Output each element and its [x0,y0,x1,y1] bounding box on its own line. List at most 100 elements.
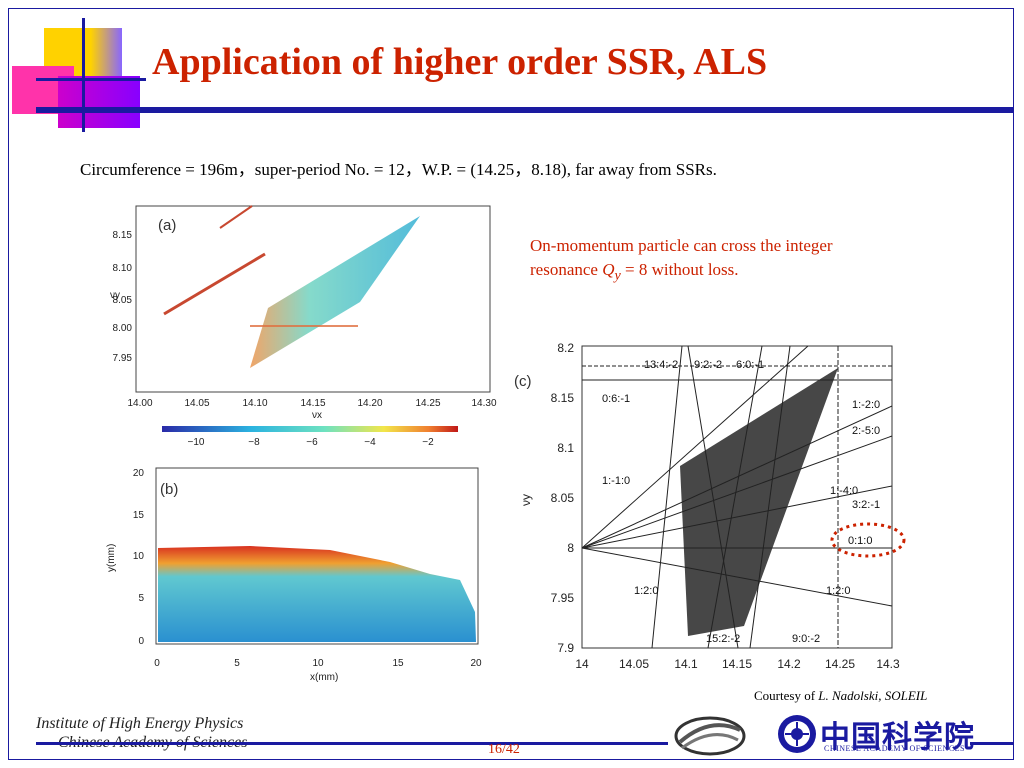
resonance-line [581,485,893,549]
res-label: 1:2:0 [826,585,850,597]
note-line2-post: = 8 without loss. [620,260,739,279]
y-tick-c: 7.9 [557,641,574,655]
ylabel-b: y(mm) [106,544,117,572]
y-tick-b: 15 [133,510,145,521]
res-label: 2:-5:0 [852,425,880,437]
x-tick-c: 14.05 [619,657,649,671]
footer-rule-right [970,742,1014,745]
y-tick-c: 8 [567,541,574,555]
panel-label-b: (b) [160,481,178,498]
institute-logo-text: Institute of High Energy Physics Chinese… [36,714,247,752]
res-label: 0:6:-1 [602,393,630,405]
resonance-lines-c [581,345,893,649]
res-label: 9:0:-2 [792,633,820,645]
chart-c: (c) 13:4:-2 9:2:-2 6:0:-1 0:6:-1 1:-2:0 … [514,341,906,671]
x-tick-c: 14.3 [876,657,900,671]
ylabel-c: νy [519,494,533,506]
resonance-line [749,345,791,649]
res-label: 6:0:-1 [736,359,764,371]
colorbar-ticks-a: −10 −8 −6 −4 −2 [188,437,435,448]
cas-chinese-name: 中国科学院 [820,721,975,754]
page-number: 16/42 [488,742,520,757]
ihep-logo-icon [674,716,746,756]
x-tick-c: 14.25 [825,657,855,671]
resonance-line [581,405,893,549]
dynamic-aperture-b [158,546,476,642]
y-tick-a: 8.10 [113,263,133,274]
resonance-line [581,547,893,607]
note-q: Q [602,260,615,279]
xlabel-b: x(mm) [310,672,338,682]
x-ticks-a: 14.00 14.05 14.10 14.15 14.20 14.25 14.3… [127,398,496,409]
chart-b: (b) 20 15 10 5 0 y(mm) 0 5 10 15 20 x(mm… [106,467,482,682]
decor-vertical-line [82,18,85,132]
y-tick-b: 0 [138,636,144,647]
y-ticks-c: 8.2 8.15 8.1 8.05 8 7.95 7.9 [551,341,575,655]
courtesy-name: L. Nadolski, SOLEIL [818,688,928,703]
x-tick-b: 0 [154,658,160,669]
decor-square-purple [58,76,140,128]
x-tick-b: 10 [312,658,324,669]
res-label: 0:1:0 [848,535,872,547]
colorbar-a [162,426,458,432]
y-tick-b: 20 [133,468,145,479]
y-ticks-a: 8.15 8.10 8.05 8.00 7.95 [113,230,133,364]
note-line1: On-momentum particle can cross the integ… [530,236,833,255]
resonance-line [651,345,683,649]
y-tick-a: 8.00 [113,323,133,334]
x-tick-a: 14.25 [415,398,440,409]
resonance-line [707,345,763,649]
courtesy-credit: Courtesy of L. Nadolski, SOLEIL [754,688,927,704]
resonance-labels-c: 13:4:-2 9:2:-2 6:0:-1 0:6:-1 1:-2:0 2:-5… [602,359,880,645]
title-rule [36,107,1014,113]
tune-footprint-c [680,368,838,636]
x-tick-c: 14.1 [674,657,698,671]
colorbar-tick: −6 [306,437,318,448]
y-tick-c: 8.05 [551,491,575,505]
y-tick-c: 8.2 [557,341,574,355]
x-tick-a: 14.05 [184,398,209,409]
resonance-note: On-momentum particle can cross the integ… [530,234,910,287]
y-tick-a: 7.95 [113,353,133,364]
slide-frame [8,8,1014,760]
resonance-line [687,345,739,649]
res-label: 9:2:-2 [694,359,722,371]
note-sub: y [614,267,621,284]
y-tick-a: 8.15 [113,230,133,241]
slide-title: Application of higher order SSR, ALS [152,41,768,83]
x-tick-c: 14 [575,657,589,671]
decor-horizontal-line [36,78,146,81]
y-tick-c: 7.95 [551,591,575,605]
res-label: 1:-1:0 [602,475,630,487]
res-label: 15:2:-2 [706,633,740,645]
highlight-circle [830,522,906,558]
xlabel-a: νx [312,410,322,421]
chart-a: (a) 8.15 8.10 8.05 8.00 7.95 νy 14.00 14… [110,205,497,448]
resonance-line [581,435,893,549]
courtesy-prefix: Courtesy of [754,688,819,703]
y-tick-b: 10 [133,551,145,562]
y-ticks-b: 20 15 10 5 0 [133,468,145,647]
cas-english-name: CHINESE ACADEMY OF SCIENCES [824,744,965,753]
x-tick-b: 5 [234,658,240,669]
panel-label-c: (c) [514,373,532,390]
ylabel-a: νy [110,290,120,301]
res-label: 1:-2:0 [852,399,880,411]
x-tick-b: 20 [470,658,482,669]
res-label: 3:2:-1 [852,499,880,511]
colorbar-tick: −4 [364,437,376,448]
y-tick-a: 8.05 [113,295,133,306]
cas-logo-icon [778,715,816,753]
resonance-line-a [219,205,253,229]
footer-rule-left [36,742,262,745]
x-tick-a: 14.20 [357,398,382,409]
res-label: 1:2:0 [634,585,658,597]
panel-label-a: (a) [158,217,176,234]
y-tick-b: 5 [138,593,144,604]
footer-rule-mid [262,742,668,745]
res-label: 1:-4:0 [830,485,858,497]
note-line2-pre: resonance [530,260,603,279]
colorbar-tick: −2 [422,437,434,448]
tune-footprint-a [250,216,420,368]
x-tick-b: 15 [392,658,404,669]
